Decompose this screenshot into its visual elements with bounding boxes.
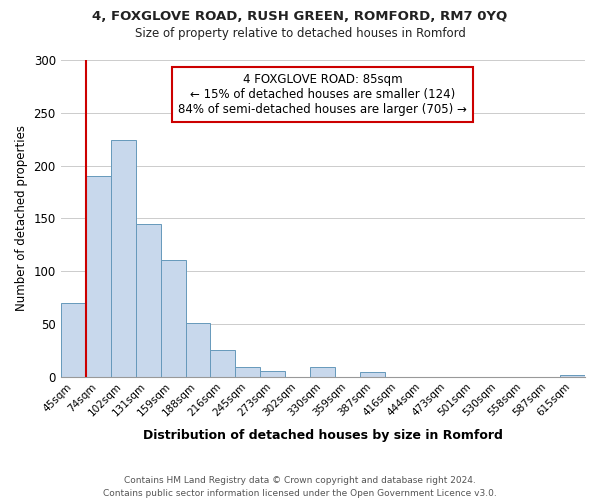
X-axis label: Distribution of detached houses by size in Romford: Distribution of detached houses by size … [143,430,503,442]
Bar [360,372,385,376]
Y-axis label: Number of detached properties: Number of detached properties [15,126,28,312]
Bar [235,367,260,376]
Bar [86,176,110,376]
Text: Contains HM Land Registry data © Crown copyright and database right 2024.
Contai: Contains HM Land Registry data © Crown c… [103,476,497,498]
Text: 4, FOXGLOVE ROAD, RUSH GREEN, ROMFORD, RM7 0YQ: 4, FOXGLOVE ROAD, RUSH GREEN, ROMFORD, R… [92,10,508,23]
Bar [61,303,86,376]
Bar [560,374,585,376]
Bar [136,224,161,376]
Bar [110,140,136,376]
Text: Size of property relative to detached houses in Romford: Size of property relative to detached ho… [134,28,466,40]
Bar [161,260,185,376]
Bar [310,367,335,376]
Text: 4 FOXGLOVE ROAD: 85sqm
← 15% of detached houses are smaller (124)
84% of semi-de: 4 FOXGLOVE ROAD: 85sqm ← 15% of detached… [178,72,467,116]
Bar [260,372,286,376]
Bar [185,323,211,376]
Bar [211,350,235,376]
